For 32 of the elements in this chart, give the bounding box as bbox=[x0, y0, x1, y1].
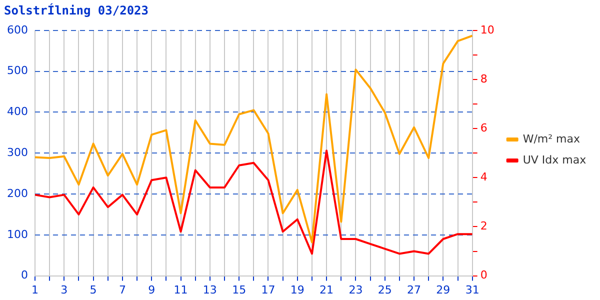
y2-tick-label: 6 bbox=[480, 121, 488, 134]
y-tick-label: 100 bbox=[6, 228, 28, 241]
x-tick-label: 3 bbox=[60, 283, 68, 296]
x-tick-label: 1 bbox=[31, 283, 38, 296]
chart-title: SolstrÍlning 03/2023 bbox=[4, 2, 148, 18]
y-tick-label: 300 bbox=[6, 146, 28, 159]
y2-tick-label: 10 bbox=[480, 23, 494, 36]
x-tick-label: 9 bbox=[148, 283, 156, 296]
x-tick-label: 19 bbox=[290, 283, 304, 296]
x-tick-label: 31 bbox=[465, 283, 480, 296]
y-tick-label: 400 bbox=[6, 105, 28, 118]
y2-tick-label: 2 bbox=[480, 220, 488, 233]
x-tick-label: 5 bbox=[90, 283, 97, 296]
x-tick-label: 21 bbox=[320, 283, 334, 296]
x-tick-label: 7 bbox=[118, 283, 126, 296]
legend-label: W/m² max bbox=[522, 132, 580, 146]
x-tick-label: 13 bbox=[202, 283, 217, 296]
x-tick-label: 23 bbox=[348, 283, 363, 296]
x-tick-label: 17 bbox=[261, 283, 276, 296]
x-tick-label: 27 bbox=[407, 283, 422, 296]
x-tick-label: 15 bbox=[232, 283, 246, 296]
legend-label: UV Idx max bbox=[522, 153, 587, 166]
y2-tick-label: 0 bbox=[480, 268, 488, 282]
x-tick-label: 29 bbox=[436, 283, 450, 296]
y2-tick-label: 8 bbox=[480, 72, 488, 86]
x-tick-label: 11 bbox=[174, 283, 188, 296]
y-tick-label: 500 bbox=[6, 64, 28, 78]
y-tick-label: 0 bbox=[20, 268, 28, 282]
x-tick-label: 25 bbox=[378, 283, 392, 296]
y-tick-label: 600 bbox=[6, 23, 28, 36]
y-tick-label: 200 bbox=[6, 186, 28, 200]
y2-tick-label: 4 bbox=[480, 170, 488, 184]
